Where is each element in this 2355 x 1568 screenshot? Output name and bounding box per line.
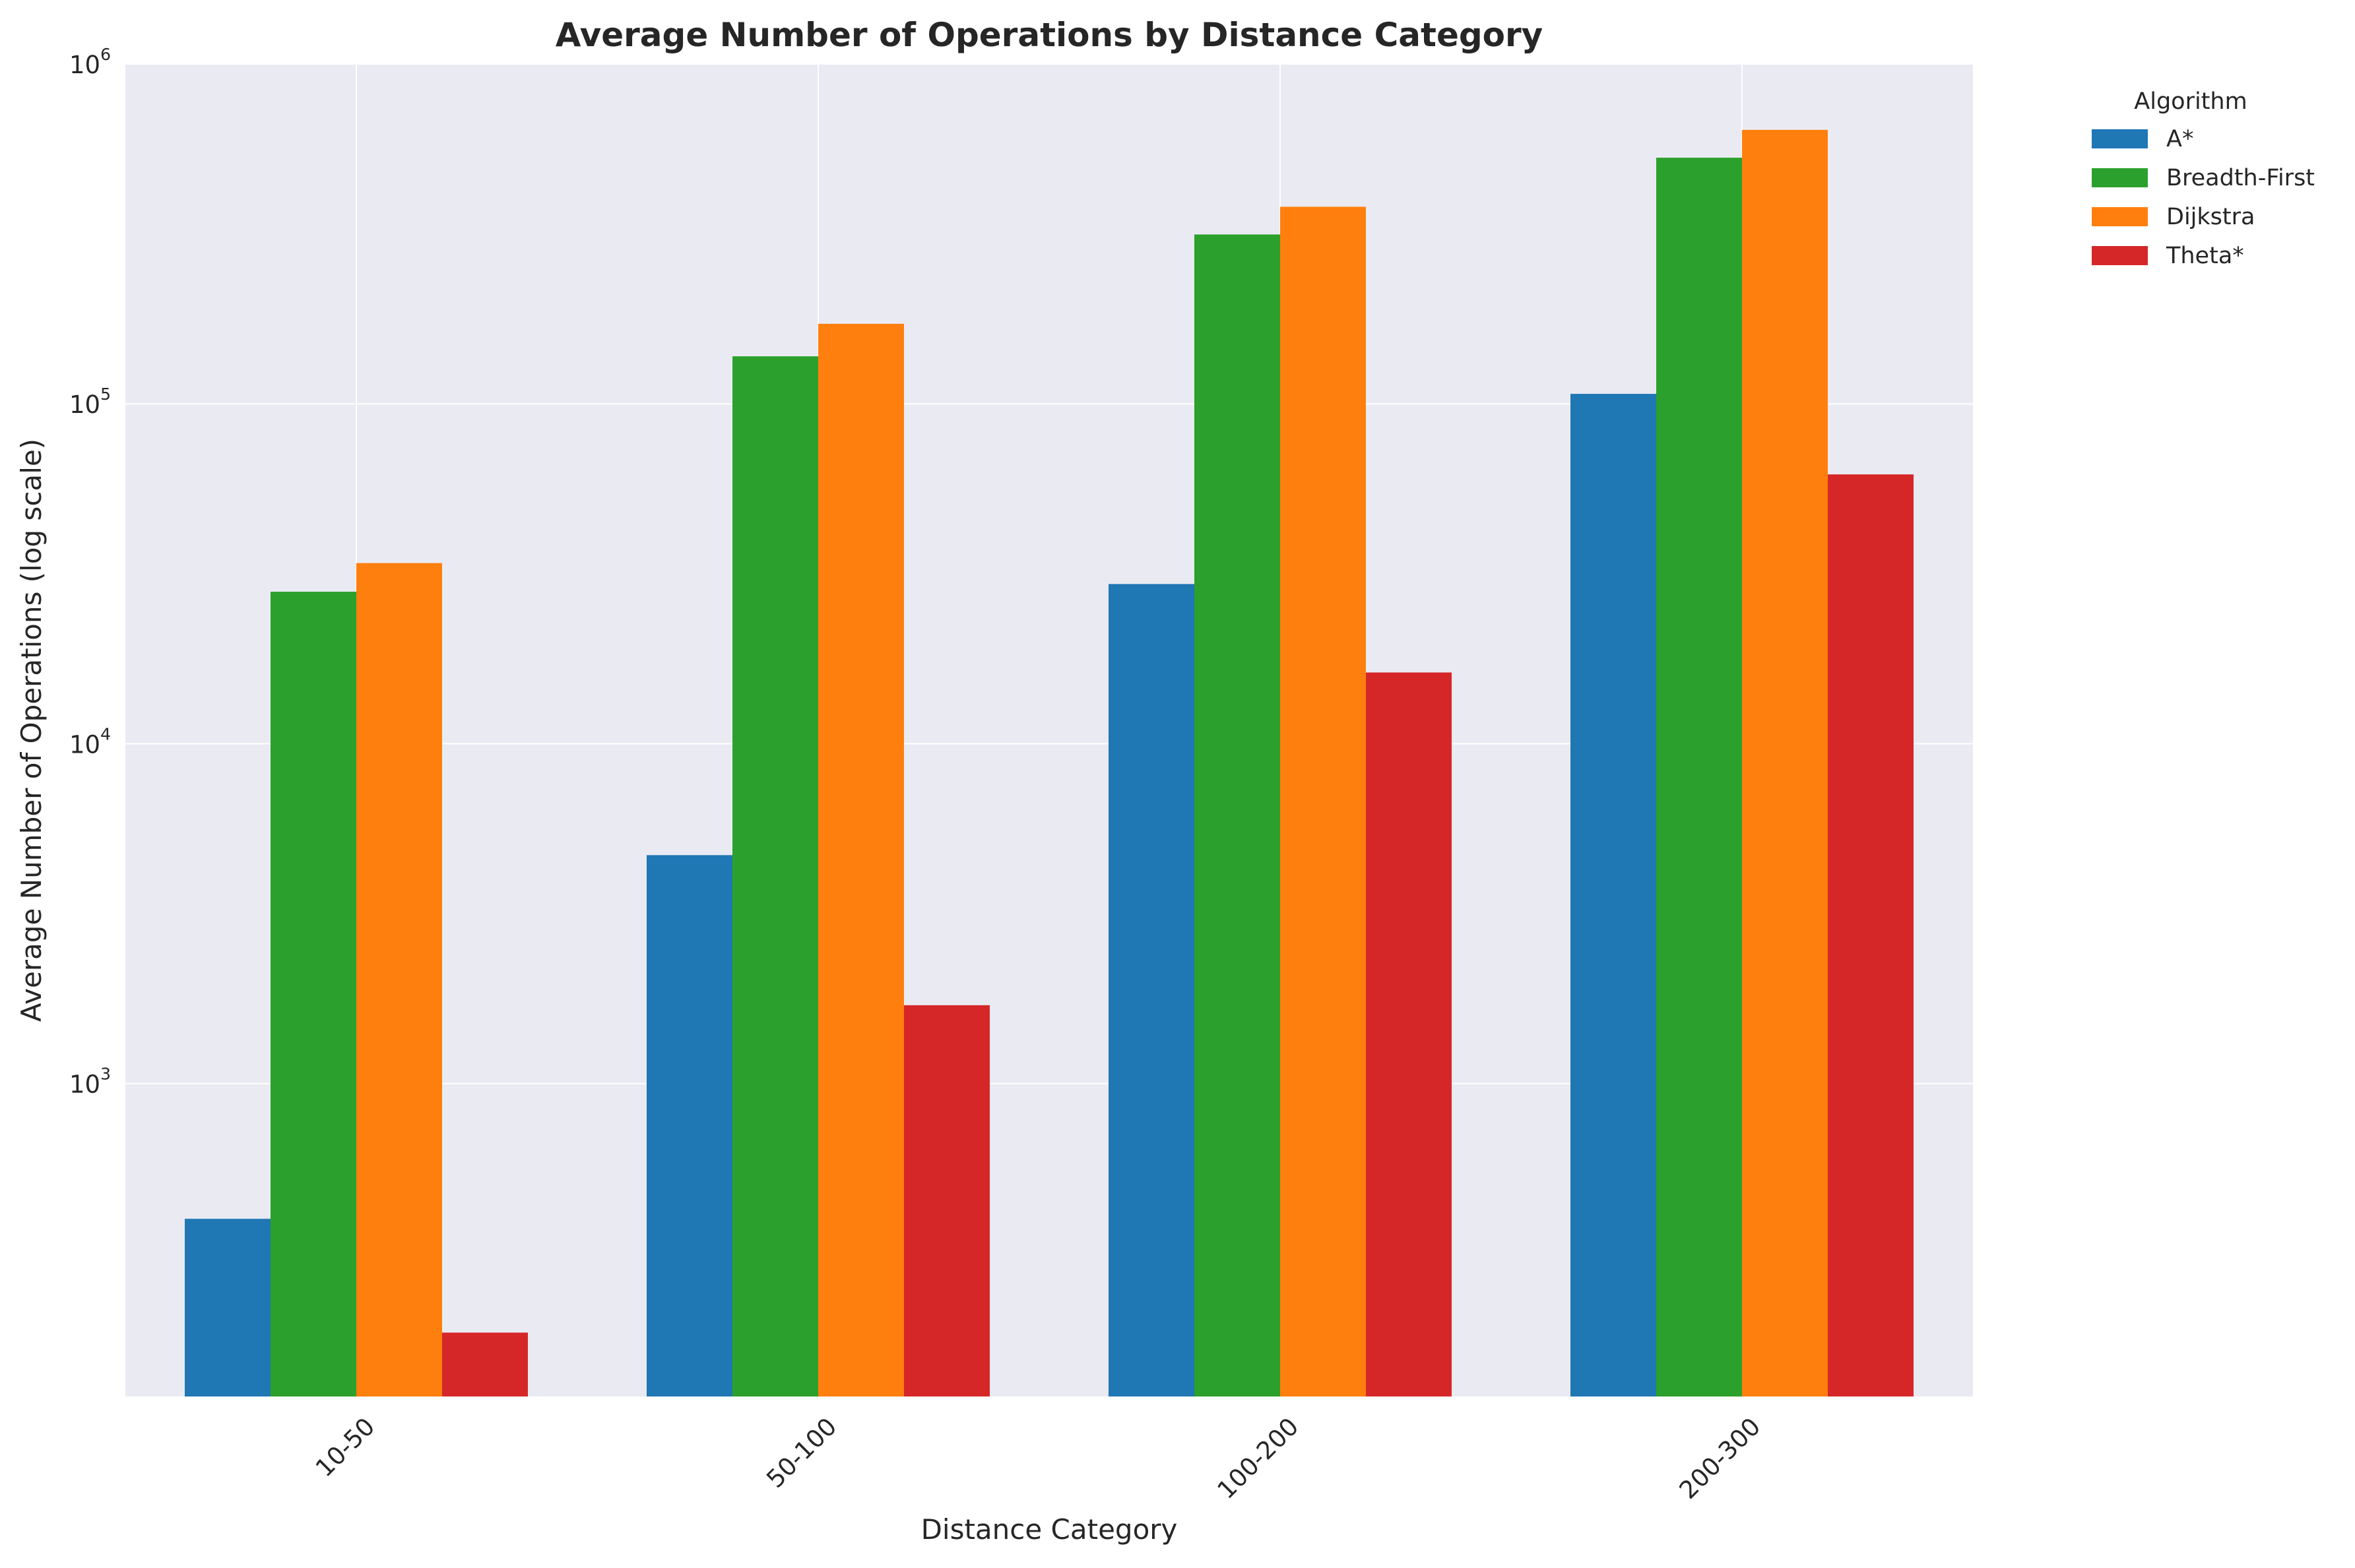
x-tick-label: 50-100	[761, 1412, 842, 1493]
bars	[185, 129, 1914, 1397]
bar-theta-100-200	[1366, 672, 1452, 1396]
bar-a-100-200	[1109, 584, 1194, 1396]
legend-title: Algorithm	[2134, 88, 2247, 115]
bar-breadth-first-100-200	[1194, 234, 1280, 1396]
bar-dijkstra-200-300	[1742, 129, 1828, 1396]
bar-breadth-first-50-100	[732, 356, 818, 1396]
bar-breadth-first-200-300	[1656, 158, 1742, 1397]
bar-a-200-300	[1570, 394, 1656, 1396]
legend-label: A*	[2166, 126, 2193, 152]
x-axis-label: Distance Category	[921, 1513, 1178, 1546]
chart-title: Average Number of Operations by Distance…	[556, 16, 1543, 54]
legend-swatch	[2092, 207, 2148, 226]
legend-label: Theta*	[2166, 243, 2244, 269]
bar-a-10-50	[185, 1218, 271, 1396]
legend: Algorithm A* Breadth-First Dijkstra Theta*	[2092, 88, 2315, 269]
y-tick-label: 103	[69, 1065, 111, 1099]
legend-swatch	[2092, 129, 2148, 148]
bar-dijkstra-10-50	[356, 563, 442, 1397]
legend-swatch	[2092, 246, 2148, 265]
bar-theta-10-50	[442, 1333, 528, 1396]
y-tick-label: 105	[69, 385, 111, 419]
legend-swatch	[2092, 168, 2148, 187]
bar-theta-200-300	[1828, 474, 1914, 1397]
y-axis-ticks: 103 104 105 106	[69, 45, 111, 1099]
x-tick-label: 100-200	[1212, 1412, 1305, 1505]
legend-label: Breadth-First	[2166, 165, 2315, 191]
x-tick-label: 10-50	[310, 1412, 380, 1482]
bar-breadth-first-10-50	[271, 592, 356, 1396]
legend-items: A* Breadth-First Dijkstra Theta*	[2092, 126, 2315, 269]
x-tick-label: 200-300	[1674, 1412, 1766, 1505]
legend-label: Dijkstra	[2166, 204, 2255, 230]
y-axis-label: Average Number of Operations (log scale)	[15, 439, 48, 1022]
y-tick-label: 104	[69, 724, 111, 759]
bar-dijkstra-50-100	[818, 323, 904, 1396]
bar-dijkstra-100-200	[1280, 206, 1366, 1396]
y-tick-label: 106	[69, 45, 111, 79]
bar-a-50-100	[647, 855, 732, 1396]
bar-theta-50-100	[904, 1005, 990, 1396]
x-axis-ticks: 10-50 50-100 100-200 200-300	[310, 1412, 1766, 1505]
